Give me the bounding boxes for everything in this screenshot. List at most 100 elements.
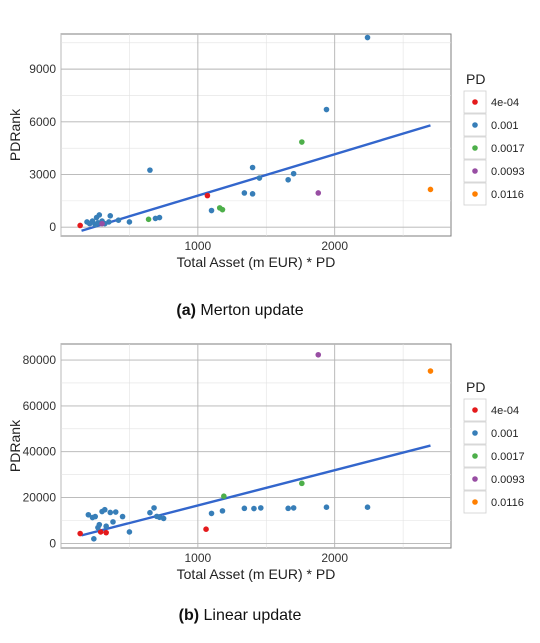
data-point (92, 513, 99, 520)
data-point (110, 519, 116, 525)
data-point (257, 505, 264, 511)
legend-marker (472, 122, 478, 128)
legend-marker (472, 453, 478, 459)
data-point (112, 509, 119, 515)
x-tick-label: 1000 (184, 239, 211, 253)
caption-text: Linear update (199, 607, 301, 624)
y-tick-label: 0 (49, 220, 56, 234)
data-point (151, 505, 157, 511)
data-point (106, 219, 112, 225)
data-point (101, 506, 108, 513)
data-point (96, 521, 103, 528)
legend-label: 0.0017 (491, 451, 525, 463)
data-point (119, 513, 126, 520)
data-point (96, 212, 103, 218)
legend: PD 4e-04 0.001 0.0017 0.0093 0.0116 (463, 379, 525, 514)
data-point (315, 190, 322, 196)
legend-label: 4e-04 (491, 405, 519, 417)
legend-label: 0.001 (491, 428, 519, 440)
figure-caption: (a) Merton update (176, 302, 303, 319)
plot-panel (60, 33, 452, 237)
legend-label: 0.001 (491, 120, 519, 132)
data-point (77, 222, 83, 229)
data-point (323, 504, 330, 511)
data-point (290, 505, 297, 511)
data-point (315, 351, 322, 358)
data-point (219, 206, 226, 213)
legend-marker (472, 145, 478, 151)
y-tick-label: 9000 (29, 62, 56, 76)
legend-marker (472, 407, 478, 413)
data-point (241, 505, 248, 512)
data-point (91, 536, 97, 542)
data-point (290, 170, 297, 177)
data-point (208, 207, 215, 214)
data-point (364, 504, 371, 511)
legend-title: PD (466, 379, 485, 395)
x-axis-title: Total Asset (m EUR) * PD (177, 254, 336, 270)
data-point (107, 509, 114, 516)
y-tick-label: 3000 (29, 168, 56, 182)
x-axis-title: Total Asset (m EUR) * PD (177, 566, 336, 582)
trend-line (81, 124, 431, 232)
y-axis-title: PDRank (7, 419, 23, 472)
plot-panel (60, 343, 452, 549)
data-point (249, 164, 256, 171)
legend: PD 4e-04 0.001 0.0017 0.0093 0.0116 (463, 71, 525, 206)
trend-line (81, 444, 431, 537)
caption-text: Merton update (196, 302, 304, 319)
figure-caption: (b) Linear update (179, 607, 302, 624)
data-point (256, 175, 263, 181)
legend-marker (472, 476, 478, 482)
y-tick-label: 20000 (23, 491, 57, 505)
data-point (77, 530, 83, 537)
data-point (208, 510, 215, 517)
legend-marker (472, 499, 478, 505)
data-point (323, 106, 330, 113)
data-point (160, 515, 167, 522)
data-point (251, 505, 257, 512)
data-point (126, 529, 133, 535)
data-point (241, 190, 248, 196)
data-point (126, 219, 133, 225)
caption-label: (b) (179, 607, 199, 624)
legend-label: 0.0093 (491, 474, 525, 486)
x-tick-label: 2000 (321, 239, 348, 253)
data-point (285, 176, 291, 183)
data-point (249, 191, 256, 197)
data-point (97, 529, 104, 535)
data-point (99, 220, 105, 227)
data-point (203, 526, 209, 533)
legend-label: 4e-04 (491, 97, 519, 109)
y-axis-title: PDRank (7, 108, 23, 161)
legend-marker (472, 168, 478, 174)
data-point (115, 217, 122, 223)
data-point (427, 186, 434, 193)
y-tick-label: 80000 (23, 353, 57, 367)
y-tick-label: 0 (49, 536, 56, 550)
caption-label: (a) (176, 302, 196, 319)
data-point (145, 216, 152, 223)
data-point (285, 505, 291, 512)
data-point (103, 523, 109, 530)
data-point (107, 213, 114, 219)
legend-label: 0.0116 (491, 189, 524, 201)
data-point (147, 167, 153, 173)
legend-marker (472, 191, 478, 197)
x-tick-label: 1000 (184, 551, 211, 565)
data-point (427, 368, 434, 374)
data-point (299, 139, 305, 145)
legend-label: 0.0093 (491, 166, 525, 178)
legend-label: 0.0116 (491, 497, 524, 509)
legend-marker (472, 99, 478, 105)
legend-label: 0.0017 (491, 143, 525, 155)
data-point (156, 214, 163, 221)
data-point (85, 511, 92, 518)
x-tick-label: 2000 (321, 551, 348, 565)
data-point (221, 493, 227, 499)
data-point (204, 192, 211, 199)
y-tick-label: 6000 (29, 115, 56, 129)
data-point (299, 480, 305, 487)
